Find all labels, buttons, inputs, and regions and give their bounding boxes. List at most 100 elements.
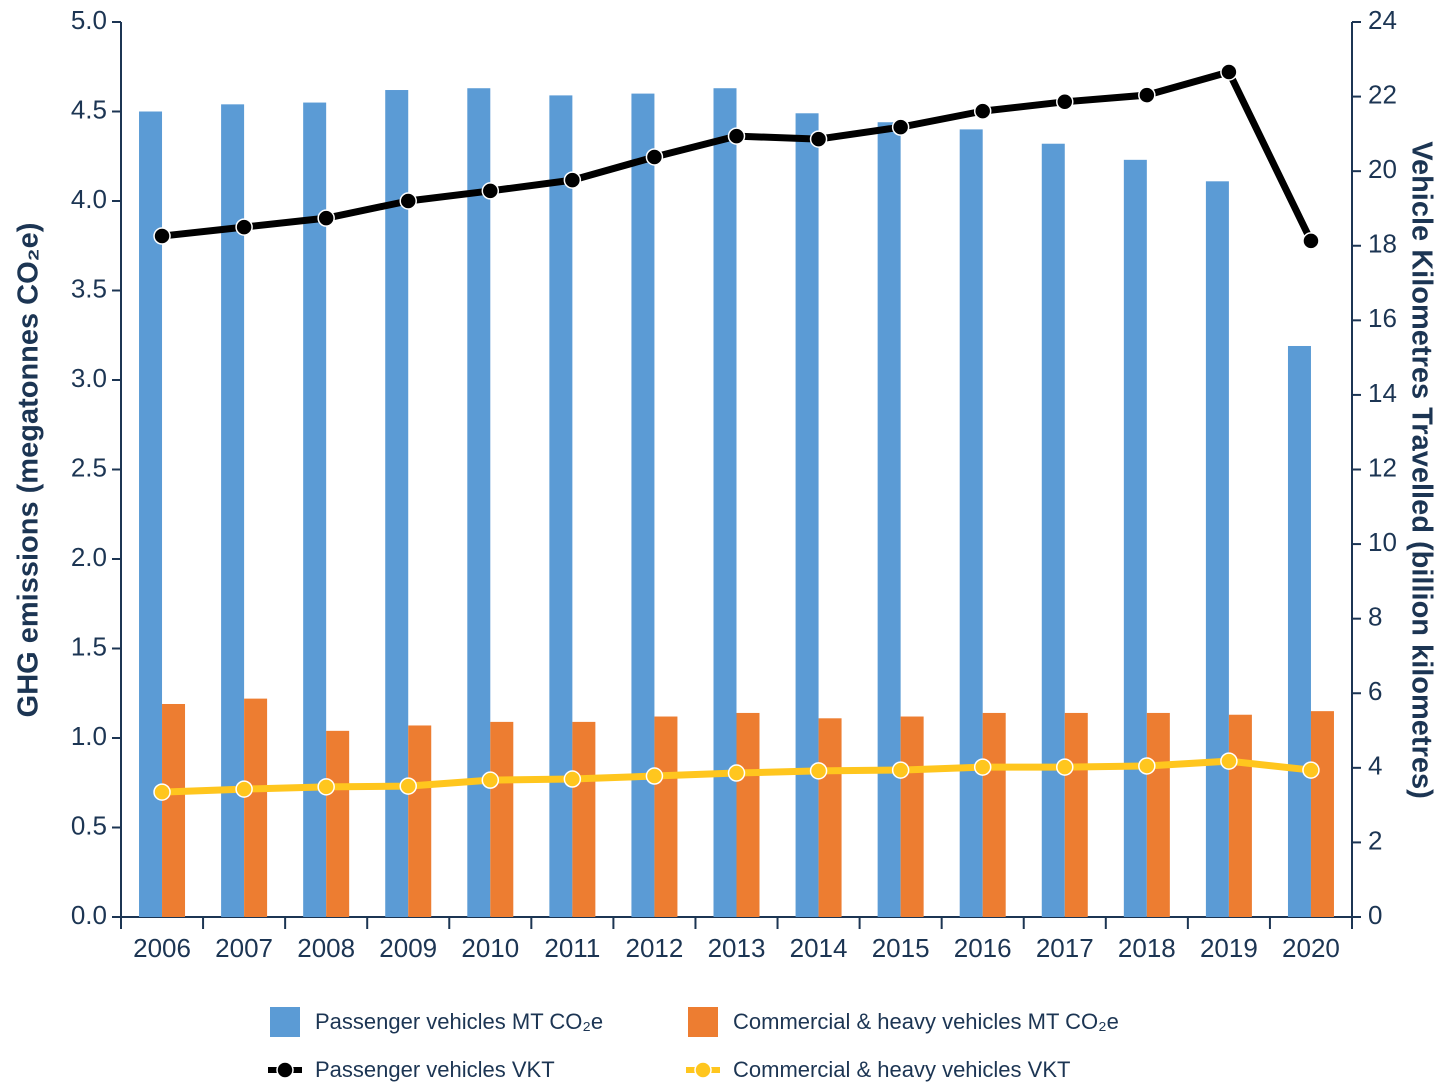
y-axis-title: GHG emissions (megatonnes CO₂e)	[13, 223, 45, 718]
x-tick-label: 2017	[1036, 933, 1094, 963]
y-tick-label: 2.5	[71, 452, 107, 482]
y-tick-label: 5.0	[71, 5, 107, 35]
y2-tick-label: 16	[1368, 303, 1397, 333]
y-tick-label: 3.0	[71, 363, 107, 393]
line-marker	[563, 171, 582, 189]
bar	[1064, 712, 1088, 917]
line-marker	[1302, 232, 1320, 250]
legend-swatch	[688, 1007, 718, 1037]
bar	[795, 113, 819, 918]
bar	[549, 95, 573, 917]
line-marker	[645, 767, 664, 785]
legend-swatch	[694, 1061, 712, 1079]
x-tick-label: 2014	[790, 933, 848, 963]
x-tick-label: 2006	[133, 933, 191, 963]
line-marker	[891, 761, 910, 779]
line-marker	[973, 758, 992, 776]
x-tick-label: 2020	[1282, 933, 1340, 963]
legend-swatch	[276, 1061, 294, 1079]
line-marker	[809, 130, 828, 148]
y-tick-label: 2.0	[71, 542, 107, 572]
line-marker	[1220, 63, 1238, 81]
line-marker	[645, 148, 664, 166]
y2-tick-label: 20	[1368, 154, 1397, 184]
bar	[1146, 712, 1170, 917]
x-tick-label: 2010	[461, 933, 519, 963]
legend-label: Commercial & heavy vehicles MT CO₂e	[733, 1009, 1119, 1034]
bar	[408, 725, 432, 917]
x-tick-label: 2009	[379, 933, 437, 963]
y2-tick-label: 4	[1368, 751, 1382, 781]
y2-tick-label: 24	[1368, 5, 1397, 35]
line-marker	[317, 209, 335, 227]
x-tick-label: 2012	[626, 933, 684, 963]
legend-swatch	[270, 1007, 300, 1037]
bar	[1287, 345, 1311, 917]
y-tick-label: 4.0	[71, 184, 107, 214]
bar	[818, 718, 842, 917]
y2-tick-label: 18	[1368, 229, 1397, 259]
line-marker	[481, 182, 500, 200]
line-marker	[317, 778, 335, 796]
x-tick-label: 2015	[872, 933, 930, 963]
x-tick-label: 2013	[708, 933, 766, 963]
x-tick-label: 2018	[1118, 933, 1176, 963]
y-tick-label: 4.5	[71, 94, 107, 124]
bar	[467, 88, 491, 918]
x-tick-label: 2007	[215, 933, 273, 963]
bar	[221, 104, 245, 918]
line-marker	[809, 762, 828, 780]
line-marker	[1056, 93, 1074, 111]
y-tick-label: 1.5	[71, 631, 107, 661]
line-marker	[153, 227, 171, 245]
bar	[244, 698, 268, 917]
y-tick-label: 1.0	[71, 721, 107, 751]
y2-axis-title: Vehicle Kilometres Travelled (billion ki…	[1405, 141, 1437, 799]
line-marker	[1220, 752, 1238, 770]
line-marker	[727, 127, 746, 145]
bar	[326, 730, 350, 917]
x-tick-label: 2011	[544, 933, 600, 963]
bar	[1310, 711, 1334, 917]
y-tick-label: 0.0	[71, 900, 107, 930]
line-marker	[973, 102, 992, 120]
bar	[162, 703, 186, 917]
line-marker	[727, 764, 746, 782]
y-tick-label: 0.5	[71, 810, 107, 840]
y2-tick-label: 2	[1368, 825, 1382, 855]
bar	[1205, 181, 1229, 917]
bar	[1123, 159, 1147, 917]
line-marker	[399, 777, 417, 795]
x-tick-label: 2019	[1200, 933, 1258, 963]
legend-label: Commercial & heavy vehicles VKT	[733, 1057, 1070, 1082]
bar	[959, 129, 983, 917]
y2-tick-label: 6	[1368, 676, 1382, 706]
bar	[303, 102, 327, 918]
line-marker	[563, 770, 582, 788]
bar	[982, 712, 1006, 917]
y2-tick-label: 0	[1368, 900, 1382, 930]
bar	[385, 90, 409, 917]
bar	[1041, 143, 1065, 918]
y2-tick-label: 22	[1368, 79, 1397, 109]
line-marker	[235, 218, 253, 236]
bar	[572, 721, 596, 917]
y2-tick-label: 10	[1368, 527, 1397, 557]
line-marker	[1138, 757, 1156, 775]
x-tick-label: 2016	[954, 933, 1012, 963]
line-marker	[235, 780, 253, 798]
x-tick-label: 2008	[297, 933, 355, 963]
bar	[900, 716, 924, 917]
line-marker	[1138, 86, 1156, 104]
bar	[139, 111, 163, 917]
legend-label: Passenger vehicles VKT	[315, 1057, 555, 1082]
line-marker	[481, 771, 500, 789]
bar	[1228, 714, 1252, 917]
line-marker	[1302, 761, 1320, 779]
bar	[654, 716, 678, 917]
bar	[713, 88, 737, 918]
line-marker	[1056, 758, 1074, 776]
line-marker	[399, 192, 417, 210]
bar	[490, 721, 514, 917]
